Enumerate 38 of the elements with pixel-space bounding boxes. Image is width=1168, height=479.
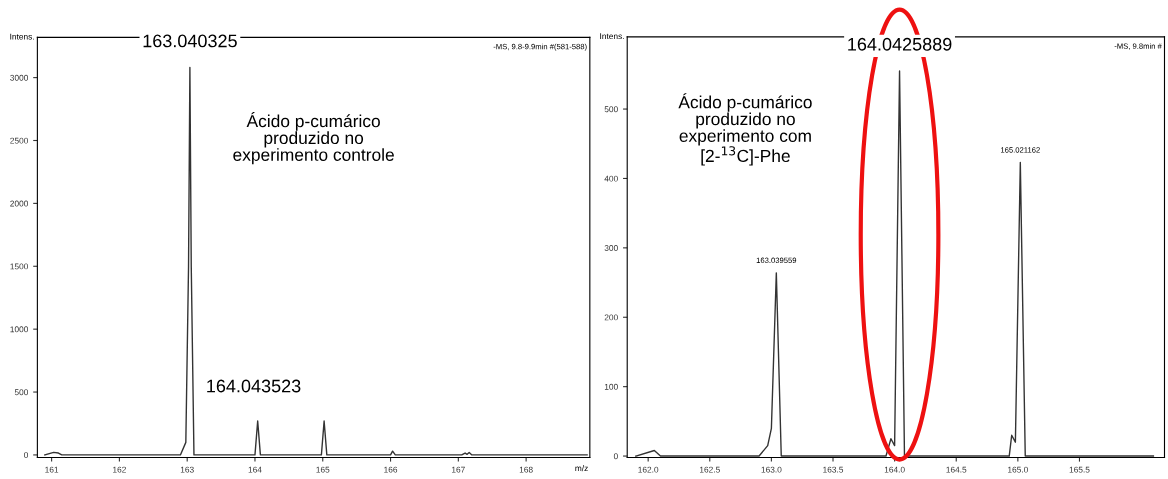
x-tick-label: 165.5 xyxy=(1069,466,1090,473)
x-tick-label: 163 xyxy=(180,466,194,473)
line-series xyxy=(44,66,588,456)
y-tick-label: 400 xyxy=(604,175,618,182)
y-tick-label: 200 xyxy=(604,314,618,321)
x-tick-label: 162.0 xyxy=(638,466,659,473)
x-tick-label: 165.0 xyxy=(1008,466,1028,473)
annotation: Ácido p-cumárico produzido no experimento com [2-$^{13}$C]-Phe xyxy=(678,93,812,166)
y-tick-label: 2000 xyxy=(10,200,29,207)
annotation: 164.0425889 xyxy=(848,37,952,51)
y-axis-title: Intens. xyxy=(600,33,624,40)
x-axis-title: m/z xyxy=(575,465,588,472)
y-tick-label: 0 xyxy=(24,452,29,459)
y-tick-label: 500 xyxy=(604,106,618,113)
x-tick-label: 167 xyxy=(452,466,465,473)
x-tick-label: 164.0 xyxy=(884,466,905,473)
x-tick-label: 162 xyxy=(113,466,126,473)
y-tick-label: 300 xyxy=(604,245,618,251)
x-tick-label: 164 xyxy=(248,466,262,473)
x-tick-label: 161 xyxy=(45,466,59,473)
y-tick-label: 100 xyxy=(604,383,618,390)
y-tick-label: 500 xyxy=(14,389,29,396)
x-tick-label: 162.5 xyxy=(699,466,720,473)
x-tick-label: 165 xyxy=(316,466,330,473)
x-tick-label: 168 xyxy=(519,466,533,473)
y-tick-label: 1500 xyxy=(10,263,29,270)
y-tick-label: 0 xyxy=(613,453,618,460)
x-tick-label: 163.5 xyxy=(823,466,844,473)
y-tick-label: 2500 xyxy=(10,137,29,144)
annotation: 163.040325 xyxy=(143,34,237,48)
annotation: 164.043523 xyxy=(207,379,301,393)
x-tick-label: 164.5 xyxy=(946,466,967,473)
x-tick-label: 163.0 xyxy=(761,466,782,473)
x-tick-label: 166 xyxy=(384,466,398,473)
annotation: Ácido p-cumárico produzido no experimento controle xyxy=(233,112,394,165)
y-tick-label: 3000 xyxy=(10,74,29,81)
y-tick-label: 1000 xyxy=(10,326,29,333)
y-axis-title: Intens. xyxy=(10,33,34,40)
